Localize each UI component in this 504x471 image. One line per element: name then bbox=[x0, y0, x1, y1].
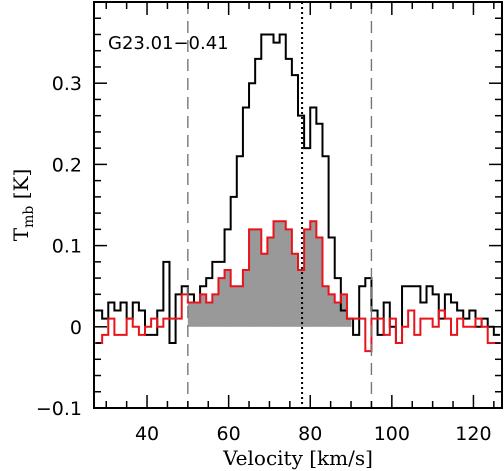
x-tick-label: 100 bbox=[374, 423, 410, 445]
chart-title: G23.01−0.41 bbox=[108, 33, 229, 54]
shaded-bin bbox=[236, 286, 244, 327]
plot-frame bbox=[93, 1, 503, 409]
series-line-0 bbox=[96, 33, 500, 345]
y-tick-label: −0.1 bbox=[36, 398, 82, 420]
shaded-bin bbox=[261, 253, 268, 327]
shaded-bin bbox=[285, 229, 293, 327]
y-tick-label: 0 bbox=[70, 317, 82, 339]
shaded-bin bbox=[187, 302, 195, 327]
shaded-bin bbox=[206, 302, 213, 327]
x-tick-label: 40 bbox=[135, 423, 159, 445]
y-axis-label-unit: [K] bbox=[9, 169, 33, 206]
shaded-bin bbox=[346, 318, 352, 327]
x-tick-label: 80 bbox=[298, 423, 322, 445]
shaded-bin bbox=[273, 221, 281, 327]
shaded-bin bbox=[230, 286, 238, 327]
shaded-bin bbox=[193, 302, 201, 327]
y-tick-label: 0.1 bbox=[52, 236, 82, 258]
shaded-bin bbox=[267, 237, 275, 327]
shaded-bin bbox=[218, 278, 226, 327]
shaded-bin bbox=[224, 269, 232, 327]
y-tick-label: 0.2 bbox=[52, 154, 82, 176]
x-tick-label: 60 bbox=[217, 423, 241, 445]
shaded-bin bbox=[328, 294, 336, 327]
shaded-bin bbox=[310, 221, 317, 327]
shaded-bin bbox=[304, 229, 311, 327]
y-axis-label-main: T bbox=[9, 227, 33, 241]
shaded-bin bbox=[249, 229, 256, 327]
shaded-bin bbox=[291, 253, 299, 327]
shaded-bin bbox=[279, 221, 287, 327]
shaded-bin bbox=[255, 229, 262, 327]
shaded-bin bbox=[200, 294, 207, 327]
shaded-bin bbox=[322, 286, 330, 327]
x-tick-label: 120 bbox=[455, 423, 491, 445]
shaded-bin bbox=[212, 294, 219, 327]
x-axis-label: Velocity [km/s] bbox=[222, 446, 373, 470]
shaded-bin bbox=[242, 269, 250, 327]
shaded-bin bbox=[316, 237, 323, 327]
y-tick-label: 0.3 bbox=[52, 73, 82, 95]
y-axis-label-sub: mb bbox=[21, 206, 37, 228]
y-axis-label: Tmb [K] bbox=[9, 169, 37, 242]
shaded-bin bbox=[334, 302, 342, 327]
series-line-1 bbox=[96, 220, 500, 353]
